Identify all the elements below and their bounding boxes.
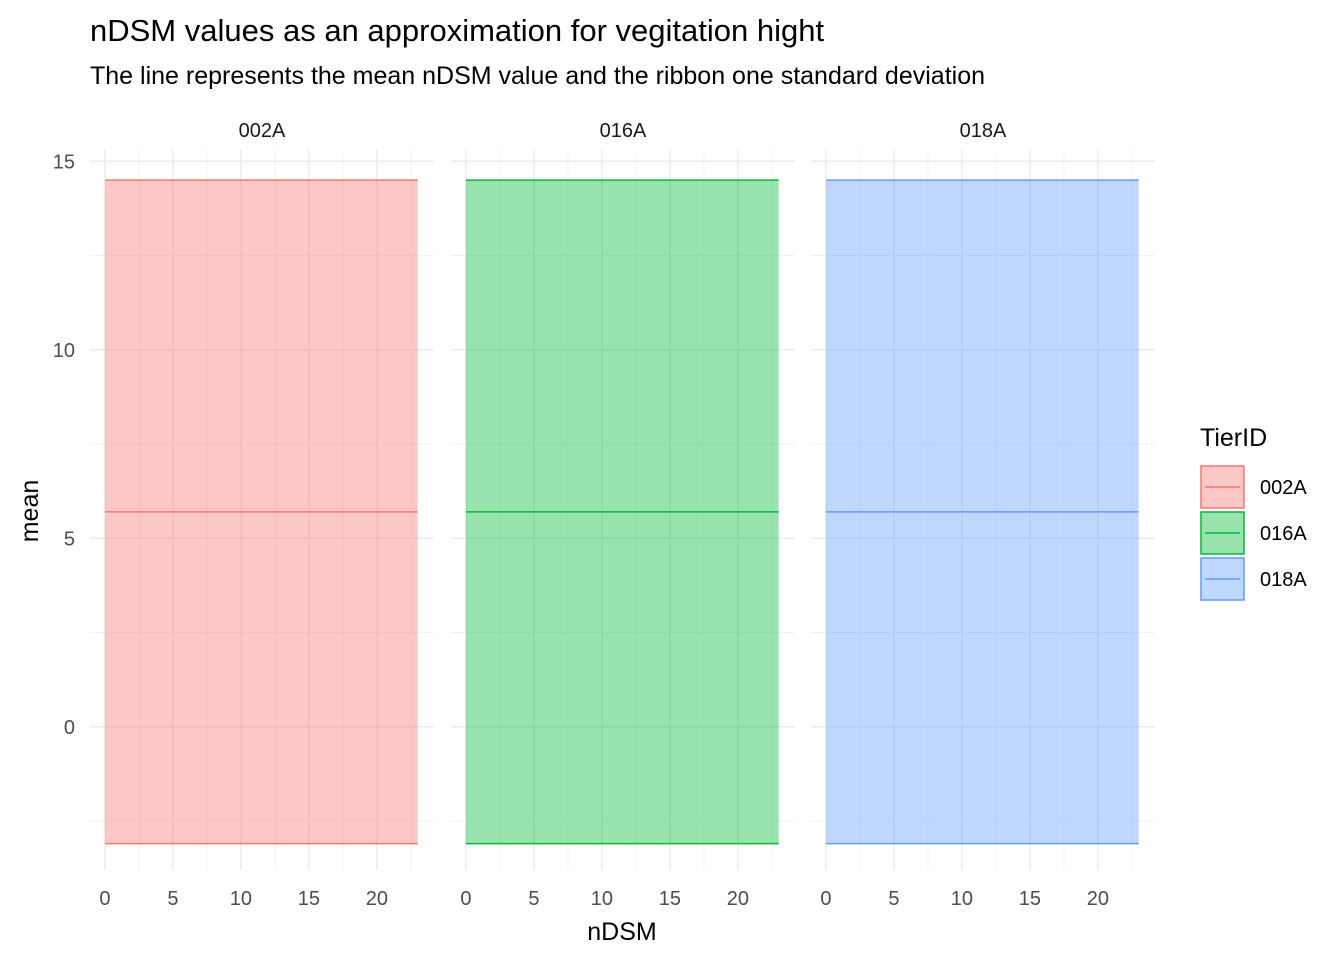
x-tick-label: 10 — [591, 888, 613, 910]
x-tick-label: 5 — [528, 888, 539, 910]
y-tick-label: 15 — [53, 151, 75, 173]
x-tick-label: 15 — [1019, 888, 1041, 910]
x-tick-label: 10 — [951, 888, 973, 910]
legend-item-018A: 018A — [1200, 557, 1307, 601]
strip-label-002A: 002A — [239, 120, 286, 142]
x-tick-label: 5 — [167, 888, 178, 910]
facet-016A: 016A 0 5 10 15 20 — [451, 120, 795, 910]
legend-item-002A: 002A — [1200, 465, 1307, 509]
chart-subtitle: The line represents the mean nDSM value … — [90, 62, 985, 90]
x-tick-label: 10 — [230, 888, 252, 910]
x-tick-label: 0 — [99, 888, 110, 910]
x-axis-title: nDSM — [587, 918, 656, 946]
legend: TierID 002A 016A 018A — [1200, 424, 1307, 601]
x-tick-label: 15 — [298, 888, 320, 910]
y-axis-title: mean — [16, 480, 44, 543]
x-tick-label: 20 — [727, 888, 749, 910]
facet-002A: 002A 0 5 10 15 20 — [90, 120, 434, 910]
chart-title: nDSM values as an approximation for vegi… — [90, 13, 824, 48]
legend-label-018A: 018A — [1260, 569, 1307, 591]
legend-item-016A: 016A — [1200, 511, 1307, 555]
y-tick-label: 0 — [64, 717, 75, 739]
x-tick-label: 5 — [888, 888, 899, 910]
facet-panels: 002A 0 5 10 15 20 016A 0 5 10 15 20 018A 0 5 10 15 20 — [90, 120, 1155, 910]
x-tick-label: 0 — [460, 888, 471, 910]
legend-title: TierID — [1200, 424, 1267, 452]
x-tick-label: 0 — [820, 888, 831, 910]
legend-label-002A: 002A — [1260, 477, 1307, 499]
x-tick-label: 15 — [659, 888, 681, 910]
facet-018A: 018A 0 5 10 15 20 — [811, 120, 1155, 910]
strip-label-018A: 018A — [960, 120, 1007, 142]
legend-label-016A: 016A — [1260, 523, 1307, 545]
y-tick-label: 10 — [53, 340, 75, 362]
y-tick-label: 5 — [64, 528, 75, 550]
y-axis-ticks: 0 5 10 15 — [53, 151, 75, 738]
strip-label-016A: 016A — [600, 120, 647, 142]
x-tick-label: 20 — [366, 888, 388, 910]
x-tick-label: 20 — [1087, 888, 1109, 910]
